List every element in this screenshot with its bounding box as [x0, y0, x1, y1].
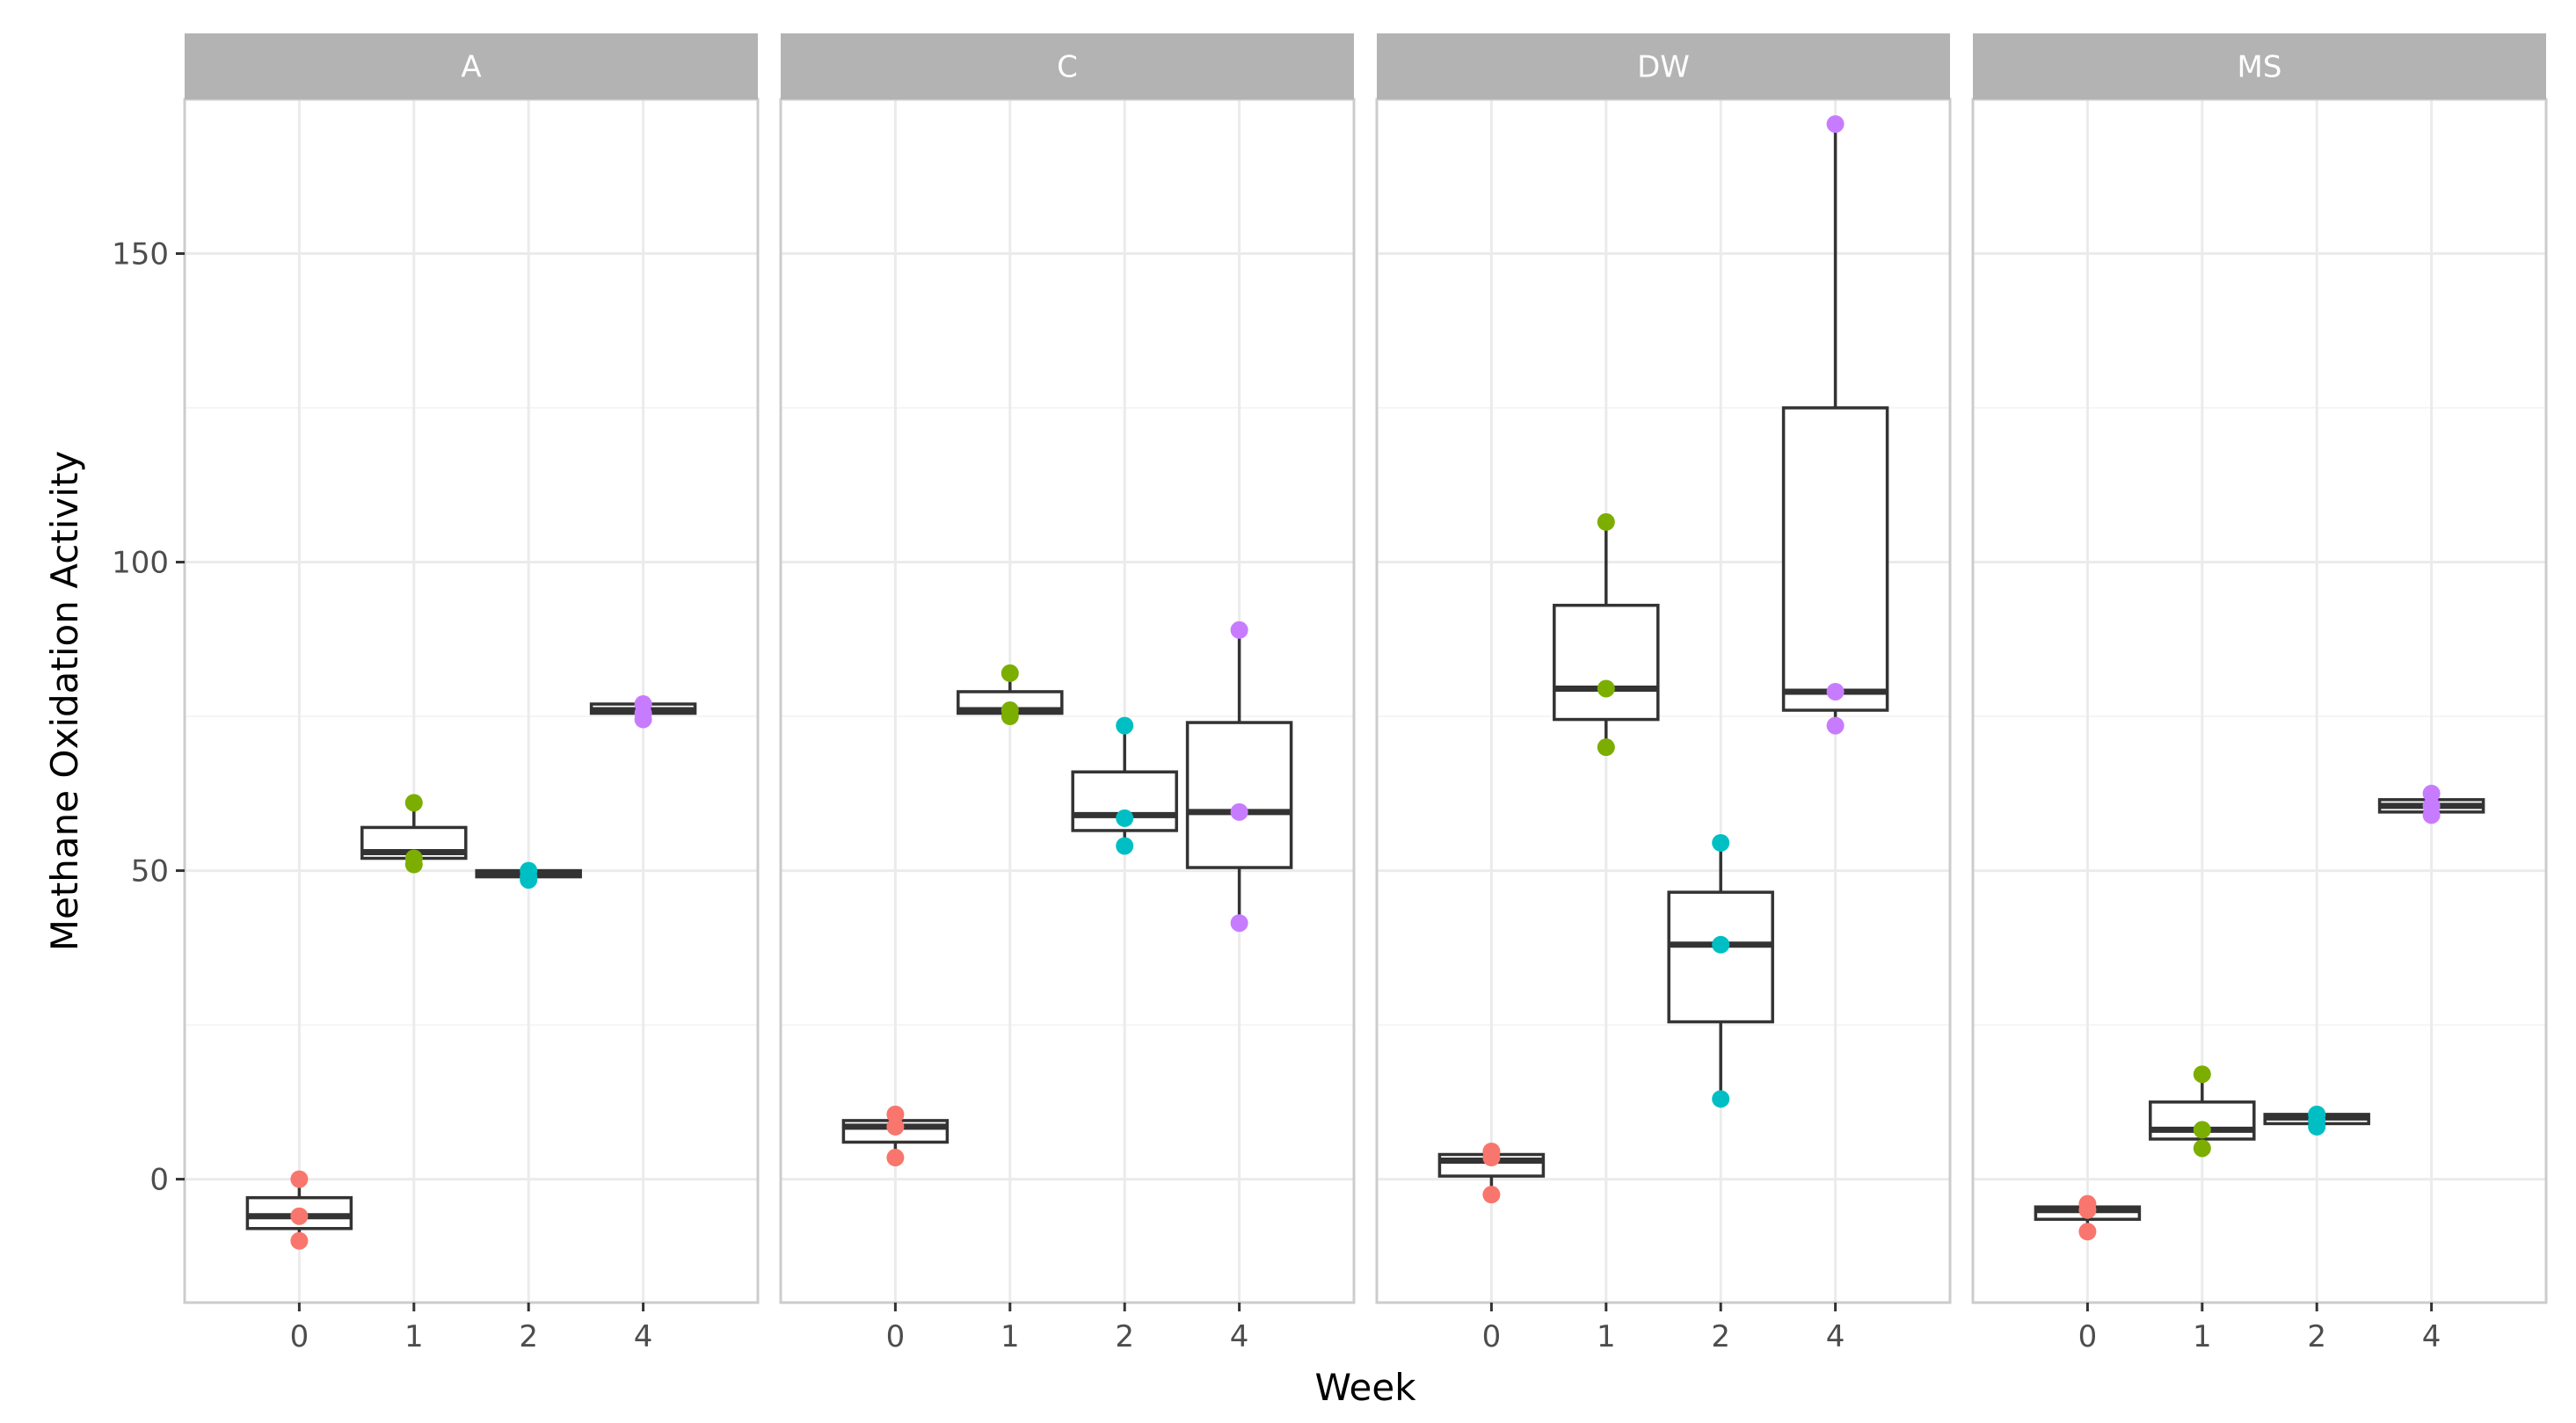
data-point — [1001, 708, 1019, 726]
boxplot-a-week-1 — [360, 794, 468, 874]
y-tick-label: 100 — [112, 546, 169, 581]
boxplot-dw-week-2 — [1667, 833, 1774, 1108]
data-point — [2422, 784, 2441, 802]
panel-background — [1973, 99, 2546, 1303]
boxplot-c-week-4 — [1185, 621, 1293, 933]
data-point — [2193, 1139, 2211, 1158]
facet-strip — [781, 33, 1354, 99]
x-tick-label: 2 — [1711, 1319, 1730, 1354]
data-point — [520, 871, 538, 889]
data-point — [2078, 1201, 2097, 1219]
x-tick-label: 0 — [2078, 1319, 2098, 1354]
boxplot-c-week-0 — [841, 1105, 950, 1167]
boxplot-dw-week-4 — [1781, 115, 1889, 735]
facet-strip-label: DW — [1637, 50, 1690, 85]
data-point — [290, 1207, 309, 1225]
data-point — [2308, 1117, 2326, 1136]
data-point — [1001, 664, 1019, 682]
facet-panel-dw: DW 0 1 2 4 — [1375, 33, 1952, 1354]
x-tick-label: 4 — [634, 1319, 653, 1354]
facet-strip — [1377, 33, 1950, 99]
y-tick-label: 50 — [131, 854, 169, 889]
x-tick-label: 1 — [1597, 1319, 1616, 1354]
data-point — [2422, 806, 2441, 824]
boxplot-ms-week-2 — [2263, 1105, 2370, 1136]
data-point — [1826, 716, 1845, 735]
y-axis-title: Methane Oxidation Activity — [43, 451, 86, 952]
y-tick-label: 150 — [112, 237, 169, 272]
x-tick-label: 4 — [1230, 1319, 1249, 1354]
data-point — [1712, 935, 1730, 954]
x-tick-label: 1 — [1001, 1319, 1020, 1354]
data-point — [886, 1117, 905, 1136]
facet-panel-c: C 0 1 2 4 — [779, 33, 1356, 1354]
data-point — [1826, 682, 1845, 701]
data-point — [1230, 914, 1248, 933]
x-axis-title: Week — [1314, 1366, 1416, 1409]
data-point — [290, 1170, 309, 1188]
data-point — [1597, 512, 1615, 531]
x-tick-label: 0 — [886, 1319, 906, 1354]
facet-strip — [1973, 33, 2546, 99]
boxplot-c-week-1 — [957, 664, 1064, 726]
data-point — [1116, 716, 1134, 735]
data-point — [634, 710, 652, 729]
box-iqr — [1185, 721, 1293, 869]
data-point — [290, 1231, 309, 1250]
box-iqr — [1781, 406, 1889, 712]
y-tick-label: 0 — [149, 1163, 169, 1198]
box-iqr — [1667, 890, 1774, 1024]
data-point — [1230, 802, 1248, 821]
x-tick-label: 1 — [2193, 1319, 2212, 1354]
data-point — [1712, 1090, 1730, 1108]
facet-panel-ms: MS 0 1 2 4 — [1971, 33, 2548, 1354]
boxplot-a-week-2 — [475, 861, 582, 889]
boxplot-a-week-0 — [245, 1170, 353, 1250]
data-point — [1712, 833, 1730, 852]
data-point — [1482, 1186, 1501, 1204]
box-iqr — [1553, 603, 1660, 722]
data-point — [886, 1105, 905, 1123]
data-point — [404, 794, 423, 812]
boxplot-dw-week-1 — [1553, 512, 1660, 757]
data-point — [2078, 1223, 2097, 1241]
data-point — [886, 1149, 905, 1167]
x-tick-label: 0 — [290, 1319, 309, 1354]
x-tick-label: 4 — [2422, 1319, 2441, 1354]
facet-strip-label: MS — [2238, 50, 2282, 85]
data-point — [1482, 1149, 1501, 1167]
panel-background — [781, 99, 1354, 1303]
boxplot-c-week-2 — [1071, 716, 1178, 855]
data-point — [2193, 1121, 2211, 1139]
data-point — [404, 855, 423, 874]
facet-strip-label: A — [461, 50, 481, 85]
data-point — [1116, 837, 1134, 855]
data-point — [1597, 738, 1615, 757]
facet-strip-label: C — [1057, 50, 1078, 85]
facet-panel-a: A 0 1 2 4 — [183, 33, 760, 1354]
x-tick-label: 2 — [2307, 1319, 2326, 1354]
x-tick-label: 2 — [519, 1319, 538, 1354]
boxplot-dw-week-0 — [1437, 1142, 1546, 1204]
boxplot-ms-week-4 — [2377, 784, 2485, 824]
x-tick-label: 4 — [1826, 1319, 1845, 1354]
data-point — [1230, 621, 1248, 639]
data-point — [2193, 1065, 2211, 1084]
boxplot-ms-week-1 — [2149, 1065, 2256, 1158]
x-tick-label: 1 — [404, 1319, 424, 1354]
data-point — [1826, 115, 1845, 134]
data-point — [1116, 809, 1134, 827]
x-tick-label: 0 — [1482, 1319, 1502, 1354]
facet-strip — [185, 33, 758, 99]
panel-background — [185, 99, 758, 1303]
x-tick-label: 2 — [1115, 1319, 1134, 1354]
data-point — [1597, 679, 1615, 698]
boxplot-ms-week-0 — [2034, 1194, 2142, 1241]
boxplot-a-week-4 — [589, 695, 697, 729]
